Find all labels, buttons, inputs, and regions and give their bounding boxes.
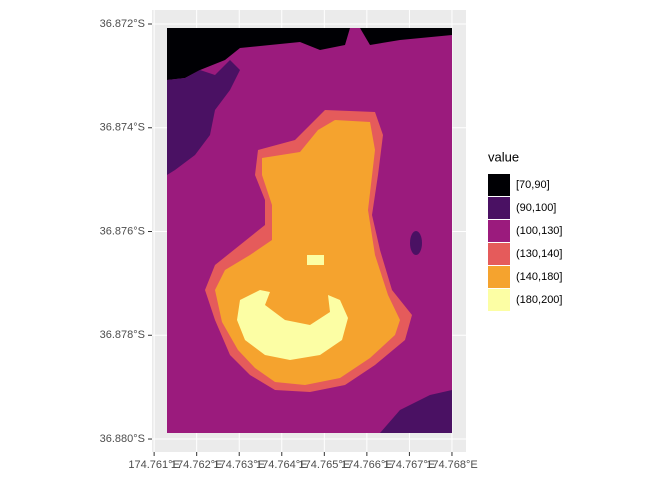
legend-label: (100,130]: [516, 225, 562, 237]
y-tick-label: 36.878°S: [100, 329, 145, 341]
y-tick-label: 36.874°S: [100, 122, 145, 134]
legend-swatch: [488, 266, 510, 288]
x-tick-label: 174.767°E: [384, 459, 436, 471]
raster-region: [360, 28, 452, 45]
legend-swatch: [488, 289, 510, 311]
raster-region: [307, 255, 324, 265]
raster-region: [237, 290, 348, 360]
legend-label: (90,100]: [516, 202, 556, 214]
x-tick-label: 174.762°E: [171, 459, 223, 471]
legend-swatch: [488, 243, 510, 265]
raster-region: [410, 231, 422, 255]
legend-title: value: [488, 149, 519, 164]
legend-swatch: [488, 220, 510, 242]
y-tick-label: 36.880°S: [100, 433, 145, 445]
x-tick-label: 174.766°E: [341, 459, 393, 471]
raster-region: [380, 390, 452, 433]
legend-swatch: [488, 174, 510, 196]
legend-label: [70,90]: [516, 179, 550, 191]
y-tick-label: 36.876°S: [100, 225, 145, 237]
x-tick-label: 174.764°E: [256, 459, 308, 471]
raster-region: [167, 28, 350, 80]
x-tick-label: 174.765°E: [299, 459, 351, 471]
x-tick-label: 174.768°E: [426, 459, 478, 471]
x-tick-label: 174.761°E: [128, 459, 180, 471]
x-tick-label: 174.763°E: [213, 459, 265, 471]
y-tick-label: 36.872°S: [100, 18, 145, 30]
legend-label: (130,140]: [516, 248, 562, 260]
legend-label: (140,180]: [516, 271, 562, 283]
legend-label: (180,200]: [516, 294, 562, 306]
legend-swatch: [488, 197, 510, 219]
raster-region: [167, 60, 240, 175]
